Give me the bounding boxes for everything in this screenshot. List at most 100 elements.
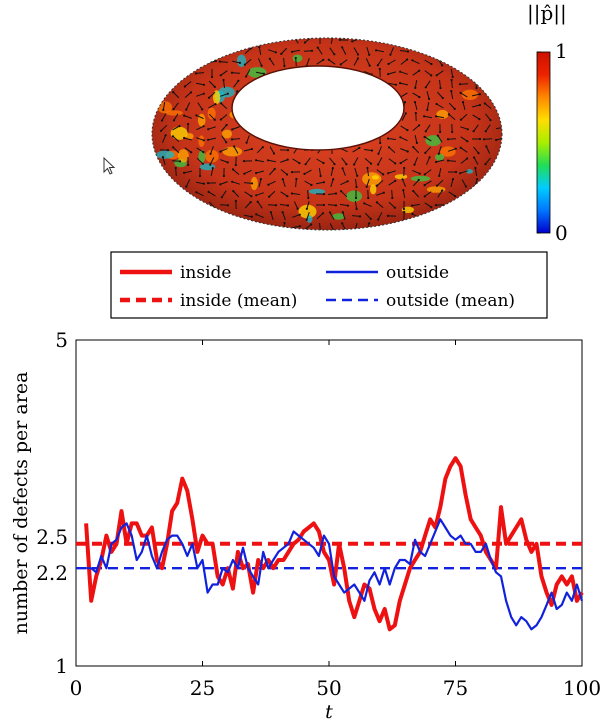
torus-arrow-head [478, 93, 481, 96]
torus-arrow-head [298, 225, 301, 228]
torus-arrow [282, 212, 286, 220]
torus-arrow-head [231, 168, 235, 171]
torus-arrow-head [183, 114, 186, 117]
torus-arrow [329, 223, 335, 231]
torus-arrow [400, 71, 408, 75]
torus-arrow [342, 212, 346, 220]
torus-arrow [306, 58, 310, 66]
torus-spot [213, 90, 221, 105]
torus-arrow-head [478, 137, 482, 141]
torus-spot [465, 169, 474, 174]
torus-arrow-head [298, 162, 301, 165]
torus-arrow-head [341, 46, 344, 49]
torus-arrow-head [258, 46, 261, 49]
torus-arrow [220, 102, 228, 110]
torus-arrow-head [370, 149, 374, 152]
torus-arrow-head [160, 119, 164, 122]
torus-spot [435, 153, 445, 161]
torus-arrow-head [382, 173, 385, 176]
torus-arrow [472, 114, 480, 120]
torus-arrow [315, 181, 325, 185]
torus-arrow-head [290, 192, 294, 195]
torus-arrow [495, 137, 505, 141]
torus-arrow [340, 180, 348, 186]
torus-arrow-head [255, 159, 258, 162]
torus-arrow [160, 124, 168, 132]
torus-arrow-head [382, 191, 385, 194]
torus-arrow [221, 124, 227, 132]
torus-arrow [354, 200, 358, 210]
torus-arrow [243, 148, 253, 152]
torus-arrow-head [286, 204, 290, 207]
torus-spot [308, 188, 326, 195]
torus-arrow [208, 126, 216, 130]
torus-arrow [376, 202, 384, 208]
torus-arrow-head [207, 190, 210, 193]
torus-arrow [269, 58, 275, 66]
torus-arrow [366, 47, 370, 55]
torus-arrow-head [399, 70, 402, 73]
torus-arrow-head [245, 75, 248, 78]
torus-arrow-head [206, 182, 210, 185]
torus-spot [218, 86, 235, 98]
torus-arrow [161, 113, 167, 121]
torus-arrow-head [250, 147, 253, 151]
torus-arrow-head [454, 170, 458, 174]
torus-arrow [270, 212, 274, 220]
torus-arrow-head [341, 211, 344, 214]
torus-arrow-head [305, 207, 308, 210]
torus-arrow [233, 80, 239, 88]
torus-spot [156, 150, 175, 159]
torus-arrow [243, 182, 253, 184]
torus-arrow [184, 92, 192, 98]
torus-arrow-head [478, 118, 481, 121]
torus-arrow [460, 170, 468, 174]
torus-spot [236, 54, 247, 67]
torus-arrow-head [401, 178, 404, 181]
torus-arrow-head [322, 193, 326, 196]
colorbar: ||p̂|| 1 0 [527, 1, 568, 245]
torus-arrow [471, 93, 481, 97]
torus-arrow [221, 135, 227, 143]
torus-arrow [244, 201, 252, 209]
torus-arrow-head [411, 59, 414, 62]
torus-spot [170, 126, 188, 140]
torus-arrow-head [255, 213, 258, 216]
torus-arrow-head [298, 213, 301, 216]
torus-arrow [220, 181, 228, 185]
torus-arrow-head [321, 145, 324, 148]
torus-arrow [342, 168, 346, 176]
torus-arrow-head [427, 97, 431, 100]
torus-arrow-head [310, 223, 313, 226]
torus-arrow-head [495, 138, 498, 142]
y-axis-label: number of defects per area [10, 372, 32, 635]
torus-arrow-head [394, 83, 397, 86]
torus-arrow-head [418, 172, 421, 175]
torus-arrow-head [375, 201, 378, 204]
torus-arrow-head [424, 130, 427, 133]
torus-arrow [280, 169, 288, 175]
legend: inside outside inside (mean) outside (me… [110, 251, 548, 319]
torus-arrow [184, 147, 192, 153]
torus-arrow-head [418, 69, 421, 72]
torus-arrow-head [202, 83, 205, 86]
torus-arrow-head [281, 211, 284, 214]
torus-spot [349, 75, 358, 80]
torus-arrow [232, 169, 240, 175]
torus-image [151, 34, 506, 233]
torus-arrow [232, 190, 240, 198]
x-tick-label: 50 [316, 676, 341, 700]
torus-arrow-head [172, 146, 175, 149]
torus-arrow [448, 102, 456, 110]
torus-arrow-head [446, 138, 450, 141]
torus-arrow [460, 158, 468, 164]
torus-arrow [219, 61, 229, 63]
torus-arrow-head [368, 64, 371, 67]
torus-arrow-head [345, 163, 348, 166]
torus-arrow [196, 181, 204, 185]
torus-arrow [400, 158, 408, 164]
torus-arrow [425, 80, 431, 88]
torus-arrow-head [461, 101, 465, 104]
colorbar-tick-min: 0 [555, 221, 568, 245]
torus-arrow [210, 167, 214, 177]
